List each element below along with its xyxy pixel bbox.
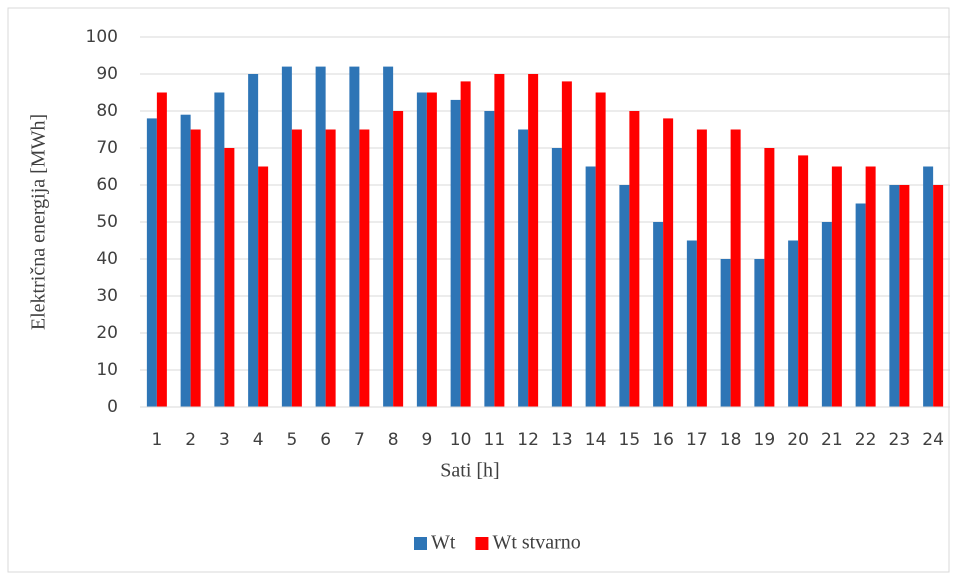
legend-label: Wt — [431, 532, 456, 554]
x-tick-label: 8 — [388, 430, 399, 450]
x-tick-label: 12 — [517, 430, 539, 450]
bar — [619, 185, 630, 407]
bar — [224, 148, 235, 407]
bar — [450, 99, 461, 408]
y-tick-label: 80 — [96, 101, 118, 121]
bar — [551, 148, 562, 407]
bar — [696, 129, 707, 407]
bar — [865, 166, 876, 407]
bar — [528, 74, 539, 407]
x-tick-label: 6 — [320, 430, 331, 450]
x-tick-label: 14 — [585, 430, 607, 450]
bar — [393, 111, 404, 407]
bar — [923, 166, 934, 407]
x-tick-label: 5 — [286, 430, 297, 450]
bar — [214, 92, 225, 407]
bar — [788, 240, 799, 407]
y-tick-label: 30 — [96, 286, 118, 306]
y-tick-label: 70 — [96, 138, 118, 158]
bar — [291, 129, 302, 407]
x-tick-label: 10 — [450, 430, 472, 450]
x-tick-label: 21 — [821, 430, 843, 450]
bar — [416, 92, 427, 407]
x-tick-label: 24 — [922, 430, 944, 450]
bar — [156, 92, 167, 407]
x-tick-label: 23 — [889, 430, 911, 450]
bar — [561, 81, 572, 408]
x-tick-label: 4 — [253, 430, 264, 450]
x-axis-label: Sati [h] — [440, 460, 499, 482]
x-tick-label: 11 — [484, 430, 506, 450]
bar — [190, 129, 201, 407]
x-tick-label: 19 — [754, 430, 776, 450]
x-tick-label: 3 — [219, 430, 230, 450]
bar — [831, 166, 842, 407]
x-tick-label: 17 — [686, 430, 708, 450]
x-tick-label: 18 — [720, 430, 742, 450]
legend-swatch — [475, 537, 489, 550]
legend: Wt Wt stvarno — [414, 532, 581, 554]
bar — [663, 118, 674, 408]
legend-label: Wt stvarno — [492, 532, 580, 554]
bar — [585, 166, 596, 407]
x-tick-label: 13 — [551, 430, 573, 450]
bar — [281, 66, 292, 407]
bar — [933, 185, 944, 407]
y-tick-label: 50 — [96, 212, 118, 232]
bar — [383, 66, 394, 407]
y-tick-label: 10 — [96, 360, 118, 380]
y-tick-label: 20 — [96, 323, 118, 343]
bar — [855, 203, 866, 407]
y-tick-label: 40 — [96, 249, 118, 269]
bar — [686, 240, 697, 407]
bar — [730, 129, 741, 407]
x-tick-label: 22 — [855, 430, 877, 450]
bar — [629, 111, 640, 407]
bar — [325, 129, 336, 407]
bar — [315, 66, 326, 407]
bar — [653, 222, 664, 407]
y-tick-label: 90 — [96, 64, 118, 84]
y-tick-label: 60 — [96, 175, 118, 195]
x-tick-label: 20 — [787, 430, 809, 450]
bar — [494, 74, 505, 407]
bar — [821, 222, 832, 407]
bar — [426, 92, 437, 407]
bar — [899, 185, 910, 407]
bar — [754, 259, 765, 407]
y-tick-label: 0 — [107, 397, 118, 417]
bar — [720, 259, 731, 407]
bar — [460, 81, 471, 408]
y-tick-label: 100 — [86, 27, 118, 47]
x-tick-label: 7 — [354, 430, 365, 450]
bar — [146, 118, 157, 408]
bar — [764, 148, 775, 407]
legend-swatch — [414, 537, 427, 550]
x-tick-label: 1 — [151, 430, 162, 450]
x-tick-label: 16 — [652, 430, 674, 450]
bar — [484, 111, 495, 407]
x-tick-label: 9 — [421, 430, 432, 450]
x-tick-label: 15 — [619, 430, 641, 450]
y-axis-label: Električna energija [MWh] — [28, 114, 50, 330]
bar — [889, 185, 900, 407]
bar — [595, 92, 606, 407]
x-tick-label: 2 — [185, 430, 196, 450]
bar — [349, 66, 360, 407]
bar — [798, 155, 809, 407]
bar — [518, 129, 529, 407]
bar — [180, 114, 191, 407]
bar — [248, 74, 259, 407]
bar — [359, 129, 370, 407]
bar — [258, 166, 269, 407]
